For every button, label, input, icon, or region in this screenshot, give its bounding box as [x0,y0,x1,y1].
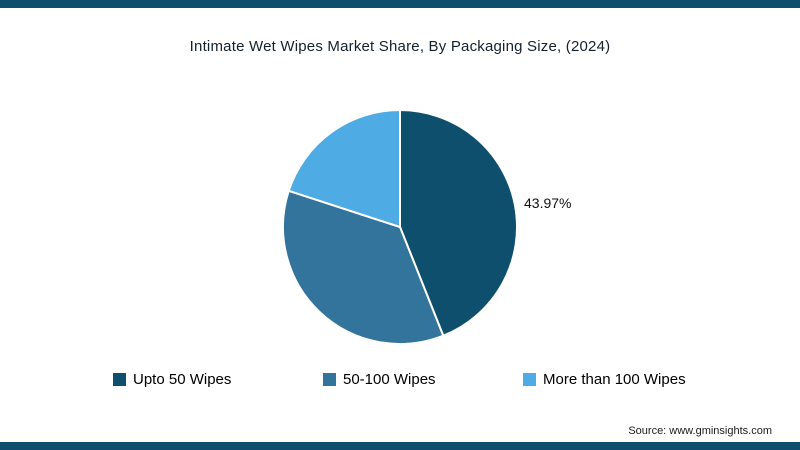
chart-title: Intimate Wet Wipes Market Share, By Pack… [189,38,611,55]
legend-swatch-icon [113,372,126,386]
pie-data-label: 43.97% [524,195,571,211]
top-accent-bar [0,0,800,8]
legend-item-upto-50-wipes: Upto 50 Wipes [113,368,231,390]
pie-slice-2 [287,109,401,228]
legend-swatch-icon [523,372,536,386]
legend-item-more-than-100-wipes: More than 100 Wipes [523,368,686,390]
bottom-accent-bar [0,442,800,450]
legend-label: More than 100 Wipes [543,370,686,388]
legend-label: 50-100 Wipes [343,370,436,388]
legend-label: Upto 50 Wipes [133,370,232,388]
legend-item-50-100-wipes: 50-100 Wipes [323,368,436,390]
legend-swatch-icon [323,372,336,386]
source-attribution: Source: www.gminsights.com [628,425,772,437]
pie-slice-1 [282,189,445,345]
chart-legend: Upto 50 Wipes 50-100 Wipes More than 100… [0,368,800,390]
pie-slices [282,109,518,345]
pie-slice-0 [399,109,518,337]
